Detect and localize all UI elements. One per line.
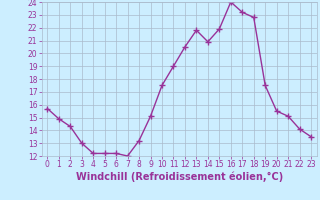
- X-axis label: Windchill (Refroidissement éolien,°C): Windchill (Refroidissement éolien,°C): [76, 172, 283, 182]
